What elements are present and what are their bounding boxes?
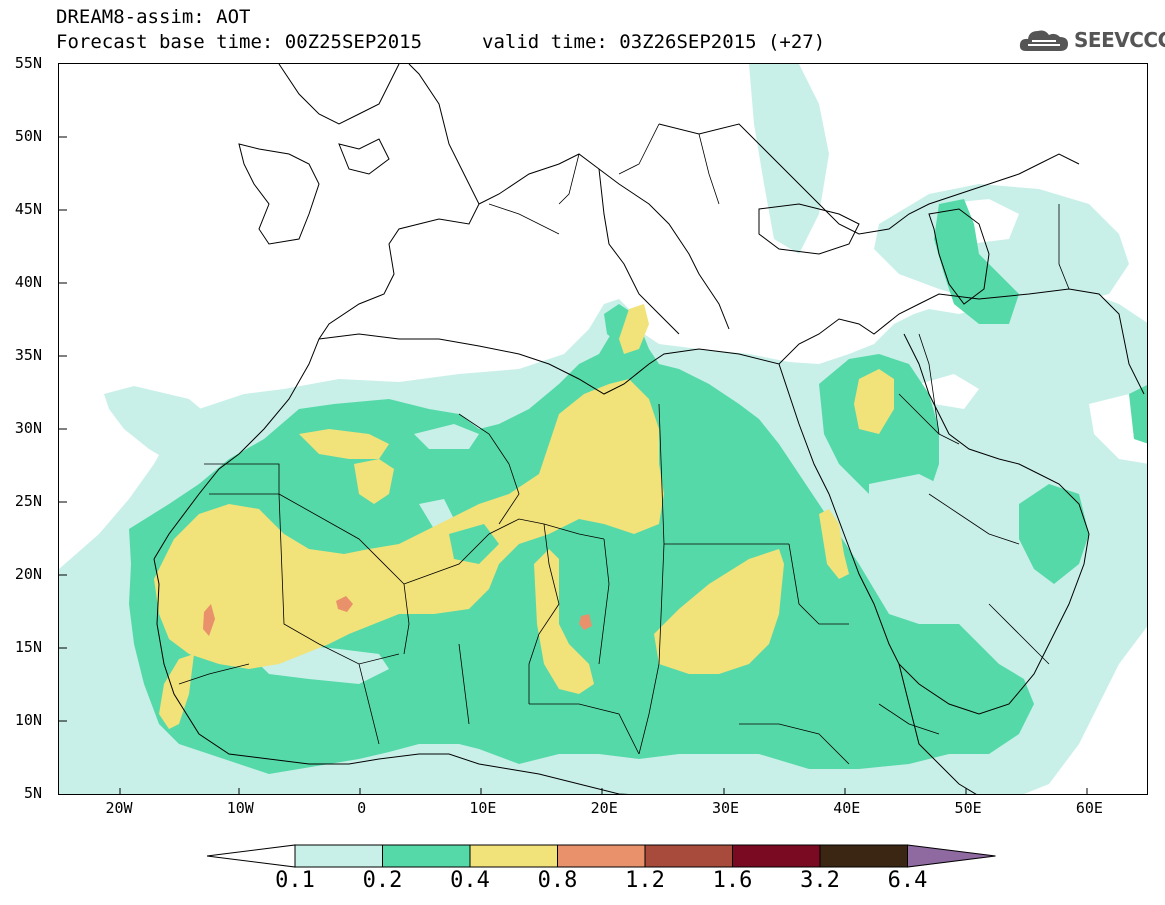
colorbar-over-arrow — [907, 844, 996, 868]
aot-contour-0.8 — [203, 596, 592, 636]
lat-tick-label: 45N — [14, 200, 42, 218]
lon-tick-label: 10W — [226, 799, 254, 817]
forecast-base-time: Forecast base time: 00Z25SEP2015 — [56, 31, 423, 53]
colorbar-label: 0.2 — [362, 868, 403, 893]
colorbar-label: 3.2 — [800, 868, 840, 893]
aot-contour-0.4 — [154, 304, 894, 729]
coastlines — [153, 64, 1145, 794]
colorbar-segment — [557, 844, 646, 868]
cloud-icon — [1019, 30, 1068, 51]
lat-tick-label: 35N — [14, 346, 42, 364]
axis-ticks — [59, 136, 1088, 794]
chart-title: DREAM8-assim: AOT — [56, 6, 251, 28]
colorbar-label: 0.8 — [537, 868, 578, 893]
lat-tick-label: 25N — [14, 492, 42, 510]
lat-tick-label: 40N — [14, 273, 42, 291]
lon-tick-label: 50E — [954, 799, 982, 817]
lon-tick-label: 20E — [590, 799, 618, 817]
colorbar-segment — [819, 844, 908, 868]
political-borders — [178, 123, 1070, 765]
lon-tick-label: 10E — [469, 799, 497, 817]
lat-tick-label: 20N — [14, 565, 42, 583]
colorbar-segment — [294, 844, 383, 868]
lon-tick-label: 60E — [1075, 799, 1103, 817]
colorbar-label: 6.4 — [887, 868, 928, 893]
lat-tick-label: 55N — [14, 54, 42, 72]
colorbar-label: 1.6 — [712, 868, 753, 893]
lat-tick-label: 50N — [14, 127, 42, 145]
colorbar — [206, 844, 996, 868]
map-frame — [58, 63, 1148, 795]
aot-contour-0.2 — [129, 199, 1147, 774]
aot-map — [59, 64, 1147, 794]
lat-tick-label: 15N — [14, 638, 42, 656]
colorbar-label: 0.4 — [450, 868, 490, 893]
colorbar-segment — [469, 844, 558, 868]
lon-tick-label: 0 — [357, 799, 367, 817]
lon-tick-label: 20W — [105, 799, 133, 817]
colorbar-segment — [732, 844, 821, 868]
colorbar-segment — [382, 844, 471, 868]
lon-tick-label: 40E — [833, 799, 861, 817]
seevccc-logo: SEEVCCC — [1018, 25, 1165, 55]
colorbar-label: 1.2 — [625, 868, 665, 893]
logo-text: SEEVCCC — [1074, 28, 1165, 52]
colorbar-under-arrow — [206, 844, 296, 868]
colorbar-label: 0.1 — [275, 868, 315, 893]
colorbar-segment — [644, 844, 733, 868]
lon-tick-label: 30E — [711, 799, 740, 817]
lat-tick-label: 30N — [14, 419, 42, 437]
lat-tick-label: 10N — [14, 711, 42, 729]
lat-tick-label: 5N — [23, 784, 42, 802]
valid-time: valid time: 03Z26SEP2015 (+27) — [482, 31, 826, 53]
